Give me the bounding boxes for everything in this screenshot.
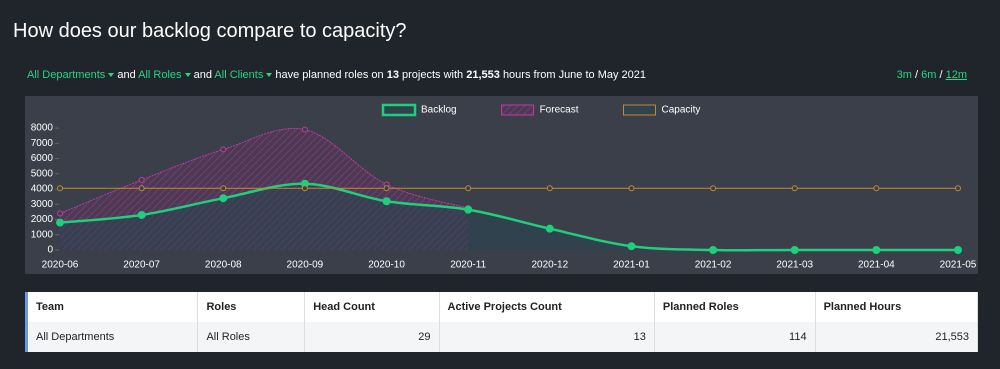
x-tick-label: 2020-07 (123, 260, 160, 271)
line (59, 182, 958, 252)
column-header: Planned Hours (815, 292, 979, 322)
department-filter[interactable]: All Departments (27, 69, 114, 81)
table-header: Team Roles Head Count Active Projects Count… (26, 292, 979, 322)
hours-count: 21,553 (466, 69, 500, 81)
column-header: Head Count (304, 292, 440, 322)
point (545, 224, 554, 233)
point (627, 242, 636, 251)
table-cell: 114 (654, 322, 816, 352)
y-tick-label: 0 (47, 245, 53, 256)
area (60, 183, 958, 251)
column-header: Team (26, 292, 199, 322)
table-cell: All Roles (197, 322, 306, 352)
point (872, 246, 881, 254)
legend-label: Capacity (661, 105, 700, 116)
line (59, 128, 469, 214)
range-option[interactable]: 12m (945, 69, 967, 81)
separator: / (939, 69, 943, 81)
table-cell: 29 (304, 322, 440, 352)
x-tick-label: 2021-05 (940, 260, 977, 271)
client-filter[interactable]: All Clients (214, 69, 272, 81)
point (464, 205, 473, 214)
point (219, 194, 228, 203)
filter-sentence: All Departments and All Roles and All Cl… (27, 69, 646, 81)
point (546, 185, 553, 192)
point (955, 185, 961, 192)
x-tick-label: 2020-12 (531, 260, 568, 271)
point (954, 246, 962, 254)
text: have planned roles on (275, 69, 384, 81)
point (873, 185, 880, 192)
y-tick-label: 2000 (31, 214, 54, 225)
table-cell: 21,553 (815, 322, 979, 352)
legend-swatch (381, 103, 417, 117)
x-tick-label: 2020-08 (205, 260, 242, 271)
y-tick-label: 8000 (31, 123, 54, 134)
chart: 0 1000 2000 3000 4000 5000 6000 7000 8000 2020-06… (25, 96, 978, 274)
point (383, 185, 390, 192)
point (138, 185, 145, 192)
text: projects with (402, 69, 464, 81)
point (220, 146, 227, 153)
text: and (193, 69, 212, 81)
range-option[interactable]: 6m (921, 69, 937, 81)
table-body: All Departments All Roles 29 13 114 21,553 (26, 322, 979, 352)
summary-table: Team Roles Head Count Active Projects Count… (25, 292, 979, 352)
point (465, 185, 472, 192)
x-tick-label: 2020-10 (368, 260, 405, 271)
x-tick-label: 2021-02 (695, 260, 732, 271)
y-tick-label: 6000 (31, 153, 54, 164)
legend-label: Backlog (421, 105, 457, 116)
text: hours from June to May 2021 (502, 69, 647, 81)
point (791, 185, 798, 192)
x-tick-label: 2021-03 (776, 260, 813, 271)
table-cell: All Departments (26, 322, 199, 352)
column-header: Roles (197, 292, 306, 322)
text: and (117, 69, 136, 81)
x-tick-label: 2020-11 (450, 260, 486, 271)
point (57, 210, 63, 217)
point (220, 185, 227, 192)
y-tick-label: 7000 (31, 138, 54, 149)
legend-label: Forecast (540, 105, 579, 116)
x-tick-label: 2020-06 (42, 260, 79, 271)
y-tick-label: 4000 (31, 184, 54, 195)
legend-swatch (501, 104, 535, 116)
point (301, 126, 308, 133)
role-filter[interactable]: All Roles (138, 69, 190, 81)
point (628, 185, 635, 192)
point (138, 176, 145, 183)
y-tick-label: 5000 (31, 168, 54, 179)
column-header: Active Projects Count (439, 292, 655, 322)
point (56, 218, 64, 227)
x-tick-label: 2021-04 (858, 260, 895, 271)
column-header: Planned Roles (654, 292, 816, 322)
y-tick-label: 1000 (31, 229, 54, 240)
point (790, 246, 799, 254)
point (137, 210, 146, 219)
point (301, 185, 308, 192)
page-title: How does our backlog compare to capacity… (13, 20, 407, 42)
point (710, 185, 717, 192)
point (57, 185, 63, 192)
y-tick-label: 3000 (31, 199, 54, 210)
x-tick-label: 2021-01 (613, 260, 650, 271)
separator: / (915, 69, 919, 81)
range-selector: 3m / 6m / 12m (897, 69, 967, 81)
project-count: 13 (386, 69, 399, 81)
x-tick-label: 2020-09 (287, 260, 324, 271)
point (382, 197, 391, 206)
table-cell: 13 (439, 322, 655, 352)
point (709, 246, 718, 254)
table-row: All Departments All Roles 29 13 114 21,553 (26, 322, 979, 352)
range-option[interactable]: 3m (896, 69, 912, 81)
legend-swatch (622, 104, 656, 116)
